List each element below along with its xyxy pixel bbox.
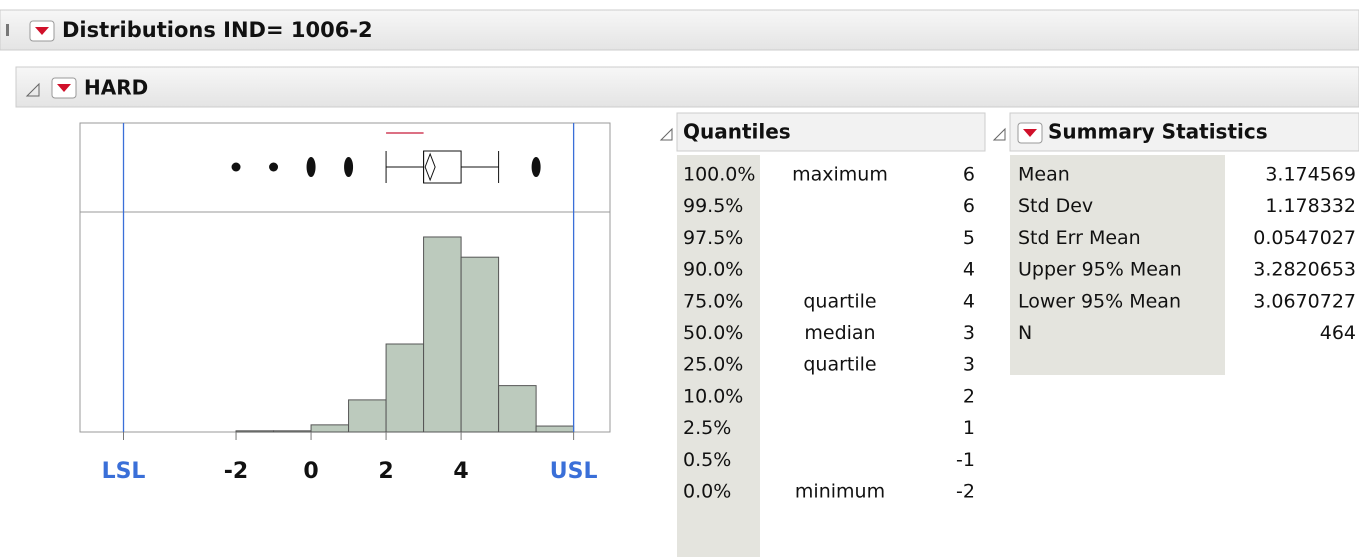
disclosure[interactable]	[992, 127, 1006, 141]
section-title: HARD	[84, 76, 148, 100]
outlier	[269, 162, 279, 172]
quantile-percent: 0.5%	[683, 449, 731, 471]
quantile-value: 4	[963, 290, 975, 312]
outlier	[531, 157, 541, 177]
stat-value: 1.178332	[1265, 195, 1356, 217]
disclosure[interactable]	[25, 82, 40, 97]
quantile-percent: 10.0%	[683, 385, 743, 407]
stat-value: 0.0547027	[1253, 227, 1356, 249]
quantile-percent: 75.0%	[683, 290, 743, 312]
bar	[498, 385, 537, 433]
quantile-value: 1	[963, 417, 975, 439]
stat-label: Mean	[1018, 164, 1070, 186]
x-tick-label: -2	[224, 459, 248, 484]
quantile-percent: 25.0%	[683, 354, 743, 376]
bar	[460, 256, 500, 433]
quantile-percent: 50.0%	[683, 322, 743, 344]
stat-label: Std Err Mean	[1018, 227, 1141, 249]
bar	[273, 430, 312, 433]
quantile-label: quartile	[803, 290, 876, 312]
quantile-label: minimum	[795, 481, 885, 503]
stat-value: 464	[1320, 322, 1356, 344]
bar	[423, 236, 462, 433]
section-bar	[15, 66, 1359, 108]
outlier	[306, 157, 316, 177]
bar	[535, 425, 575, 433]
plot-frame	[79, 122, 611, 433]
quantile-value: 6	[963, 164, 975, 186]
quantile-percent: 0.0%	[683, 481, 731, 503]
quantile-percent: 90.0%	[683, 259, 743, 281]
header-bar	[0, 9, 1359, 51]
quantile-value: 2	[963, 385, 975, 407]
x-tick-label: LSL	[102, 459, 146, 484]
outlier	[231, 162, 241, 172]
menu-arrow	[35, 27, 49, 35]
quantile-percent: 100.0%	[683, 164, 755, 186]
summary-title: Summary Statistics	[1048, 120, 1268, 144]
quantile-percent: 97.5%	[683, 227, 743, 249]
stat-value: 3.174569	[1265, 164, 1356, 186]
stat-label: N	[1018, 322, 1032, 344]
stat-value: 3.0670727	[1253, 290, 1356, 312]
quantile-value: -1	[956, 449, 975, 471]
quantile-value: 3	[963, 354, 975, 376]
x-tick-label: 2	[378, 459, 393, 484]
menu-arrow	[57, 84, 71, 92]
bar	[385, 343, 425, 433]
bar	[310, 424, 350, 433]
bar	[235, 430, 275, 433]
menu-arrow	[1023, 129, 1037, 137]
mean-diamond	[424, 152, 436, 182]
stat-label: Upper 95% Mean	[1018, 259, 1182, 281]
stat-value: 3.2820653	[1253, 259, 1356, 281]
quantile-value: 6	[963, 195, 975, 217]
x-tick-label: USL	[550, 459, 598, 484]
outlier	[344, 157, 354, 177]
quantile-label: median	[804, 322, 875, 344]
quantile-label: maximum	[792, 164, 888, 186]
grip	[6, 24, 9, 36]
quantiles-header	[676, 112, 986, 152]
column-shade	[1010, 155, 1225, 375]
quantile-value: 4	[963, 259, 975, 281]
quantiles-title: Quantiles	[683, 120, 791, 144]
x-tick-label: 4	[453, 459, 468, 484]
header-title: Distributions IND= 1006-2	[62, 18, 373, 42]
quantile-percent: 99.5%	[683, 195, 743, 217]
x-tick-label: 0	[303, 459, 318, 484]
quantile-percent: 2.5%	[683, 417, 731, 439]
box	[423, 150, 462, 184]
bar	[348, 399, 387, 433]
quantile-value: 3	[963, 322, 975, 344]
quantile-value: 5	[963, 227, 975, 249]
summary-header	[1009, 112, 1359, 152]
column-shade	[677, 155, 760, 557]
quantile-label: quartile	[803, 354, 876, 376]
disclosure[interactable]	[659, 127, 673, 141]
stat-label: Lower 95% Mean	[1018, 290, 1181, 312]
stat-label: Std Dev	[1018, 195, 1093, 217]
quantile-value: -2	[956, 481, 975, 503]
